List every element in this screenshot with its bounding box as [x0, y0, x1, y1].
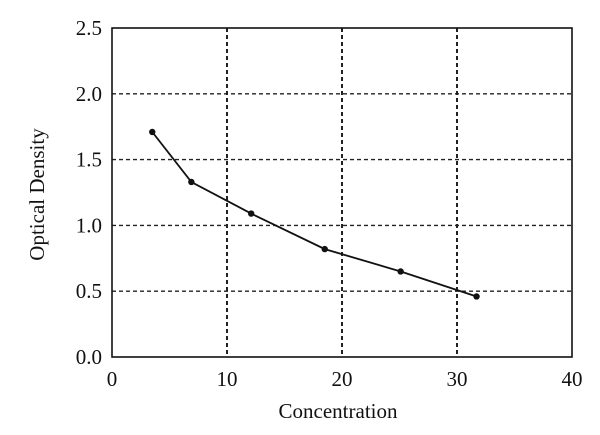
y-axis-title: Optical Density — [25, 128, 49, 261]
x-tick-label: 40 — [562, 367, 583, 391]
data-point — [321, 245, 328, 253]
data-point — [473, 293, 480, 300]
x-tick-label: 10 — [217, 367, 238, 391]
grid-layer — [112, 28, 572, 357]
x-tick-label: 0 — [107, 367, 118, 391]
data-point — [397, 268, 404, 275]
data-point — [149, 128, 156, 136]
tick-label-layer: 0.0 0.5 1.0 1.5 2.0 2.5 0 10 20 30 40 — [76, 16, 583, 391]
series-layer — [149, 128, 480, 300]
y-tick-label: 0.5 — [76, 279, 102, 303]
x-axis-title: Concentration — [279, 399, 398, 423]
x-tick-label: 20 — [332, 367, 353, 391]
y-tick-label: 1.0 — [76, 213, 102, 237]
y-tick-label: 0.0 — [76, 345, 102, 369]
data-point — [247, 210, 255, 217]
y-tick-label: 2.0 — [76, 82, 102, 106]
series-line — [151, 131, 477, 298]
x-tick-label: 30 — [447, 367, 468, 391]
y-tick-label: 1.5 — [76, 148, 102, 172]
plot-frame — [111, 27, 573, 358]
y-tick-label: 2.5 — [76, 16, 102, 40]
data-point — [188, 178, 195, 186]
